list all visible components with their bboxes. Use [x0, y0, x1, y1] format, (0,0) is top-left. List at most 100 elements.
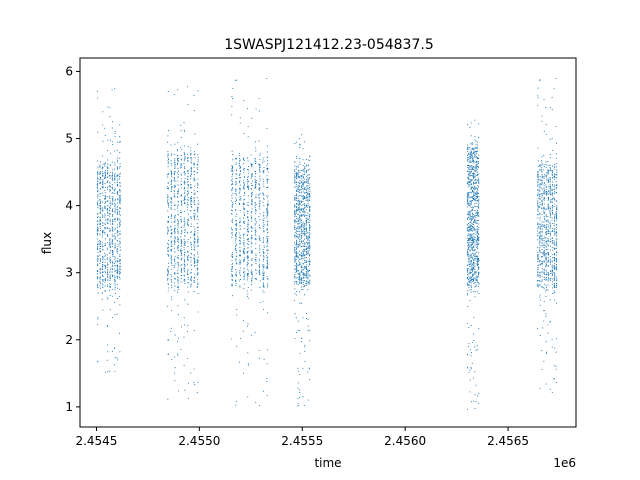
- data-point: [109, 204, 111, 206]
- data-point: [308, 244, 311, 246]
- data-point: [466, 165, 469, 167]
- data-point: [111, 241, 113, 243]
- data-point: [238, 153, 240, 155]
- data-point: [186, 194, 188, 196]
- data-point: [539, 198, 541, 200]
- data-point: [476, 255, 478, 257]
- data-point: [267, 283, 269, 285]
- data-point: [174, 278, 176, 280]
- data-point: [299, 180, 301, 182]
- data-point: [173, 265, 175, 267]
- data-point: [305, 268, 307, 270]
- data-point: [119, 233, 121, 235]
- data-point: [170, 235, 172, 238]
- data-point: [231, 167, 234, 169]
- data-point: [472, 238, 474, 240]
- data-point: [295, 174, 297, 176]
- data-point: [174, 177, 176, 179]
- data-point: [539, 246, 541, 248]
- data-point: [112, 254, 114, 256]
- data-point: [197, 184, 199, 186]
- data-point: [254, 278, 256, 280]
- data-point: [556, 259, 558, 261]
- data-point: [183, 217, 185, 219]
- data-point: [104, 231, 106, 233]
- data-point: [297, 195, 299, 197]
- data-point: [307, 178, 309, 180]
- data-point: [231, 204, 233, 206]
- data-point: [468, 273, 470, 275]
- data-point: [193, 237, 195, 239]
- data-point: [302, 288, 304, 291]
- chart-title: 1SWASPJ121412.23-054837.5: [224, 37, 433, 53]
- data-point: [299, 239, 301, 241]
- data-point: [302, 251, 304, 253]
- data-point: [472, 273, 474, 275]
- data-point: [267, 278, 269, 280]
- data-point: [101, 124, 104, 126]
- data-point: [478, 178, 480, 181]
- data-point: [236, 177, 238, 180]
- data-point: [101, 279, 103, 281]
- data-point: [234, 246, 237, 248]
- data-point: [267, 200, 269, 202]
- data-point: [101, 186, 103, 188]
- data-point: [180, 183, 182, 185]
- data-point: [468, 280, 470, 282]
- data-point: [294, 313, 296, 315]
- data-point: [309, 190, 311, 193]
- data-point: [304, 233, 306, 235]
- data-point: [297, 213, 299, 216]
- data-point: [476, 281, 478, 283]
- data-point: [243, 239, 245, 242]
- data-point: [547, 192, 549, 194]
- data-point: [306, 205, 308, 207]
- data-point: [190, 166, 192, 168]
- data-point: [305, 267, 307, 269]
- data-point: [197, 143, 199, 145]
- data-point: [231, 273, 233, 275]
- data-point: [551, 204, 553, 206]
- data-point: [194, 203, 196, 206]
- data-point: [259, 154, 261, 156]
- data-point: [267, 243, 269, 245]
- data-point: [174, 231, 176, 233]
- data-point: [174, 195, 176, 197]
- data-point: [96, 187, 99, 189]
- data-point: [194, 219, 196, 221]
- data-point: [96, 191, 99, 193]
- data-point: [118, 273, 121, 275]
- data-point: [238, 181, 241, 183]
- data-point: [547, 238, 549, 240]
- data-point: [190, 264, 192, 266]
- data-point: [194, 242, 196, 244]
- data-point: [167, 244, 170, 246]
- data-point: [97, 258, 99, 260]
- data-point: [470, 355, 472, 357]
- data-point: [299, 263, 301, 265]
- data-point: [99, 246, 101, 248]
- data-point: [109, 116, 111, 118]
- data-point: [263, 171, 265, 173]
- data-point: [170, 154, 172, 156]
- data-point: [475, 181, 477, 183]
- data-point: [251, 264, 253, 266]
- data-point: [263, 256, 265, 258]
- data-point: [109, 207, 111, 209]
- data-point: [469, 245, 471, 247]
- data-point: [99, 260, 102, 262]
- data-point: [235, 279, 237, 281]
- data-point: [266, 180, 268, 183]
- data-point: [302, 207, 304, 209]
- data-point: [258, 235, 260, 237]
- data-point: [180, 187, 182, 189]
- data-point: [262, 192, 264, 194]
- data-point: [262, 240, 264, 242]
- data-point: [239, 278, 241, 281]
- data-point: [470, 352, 472, 354]
- data-point: [102, 271, 104, 274]
- data-point: [478, 252, 480, 254]
- data-point: [111, 222, 114, 224]
- data-point: [309, 159, 311, 161]
- data-point: [117, 270, 119, 272]
